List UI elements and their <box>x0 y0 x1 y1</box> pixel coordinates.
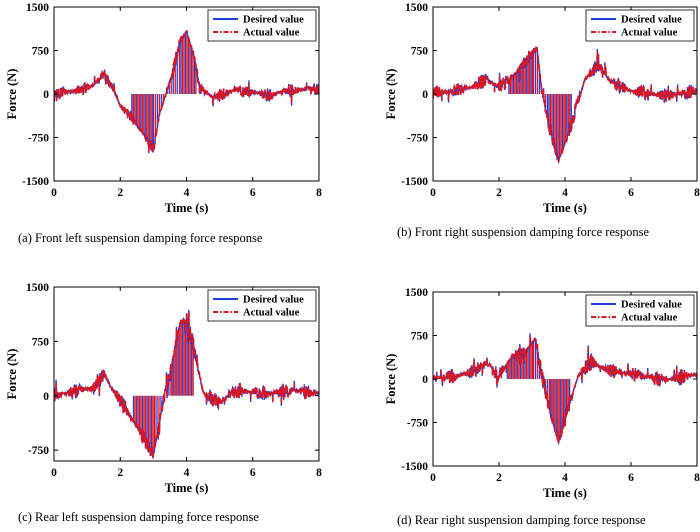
panel-caption: (a) Front left suspension damping force … <box>18 231 263 245</box>
y-tick-label: -750 <box>407 418 428 430</box>
dense-bars-group <box>508 49 572 159</box>
y-tick-label: 0 <box>43 89 49 101</box>
y-tick-label: -1500 <box>401 176 428 188</box>
y-tick-label: 1500 <box>405 2 428 14</box>
series-group <box>433 333 697 446</box>
series-group <box>54 29 319 154</box>
y-axis-label: Force (N) <box>384 354 398 405</box>
y-axis-label: Force (N) <box>5 349 19 400</box>
x-tick-label: 0 <box>430 472 436 484</box>
y-tick-label: -750 <box>28 445 49 457</box>
y-tick-label: -750 <box>28 133 49 145</box>
chart-panel-d: 0 2 4 6 8 1500 750 0 -750 -1500 Time (s) Force (N) D… <box>384 287 700 527</box>
chart-panel-b: 0 2 4 6 8 1500 750 0 -750 -1500 Time (s) Force (N) D… <box>384 2 700 239</box>
x-axis-label: Time (s) <box>543 201 587 215</box>
x-tick-label: 4 <box>562 472 568 484</box>
x-tick-label: 8 <box>694 472 700 484</box>
legend-label-desired: Desired value <box>621 300 682 311</box>
legend-box <box>207 9 317 42</box>
panel-caption: (b) Front right suspension damping force… <box>397 225 649 239</box>
y-tick-label: -1500 <box>22 176 49 188</box>
x-tick-label: 8 <box>694 187 700 199</box>
x-tick-label: 0 <box>51 467 57 479</box>
x-tick-label: 2 <box>496 187 502 199</box>
chart-panel-a: 0 2 4 6 8 1500 750 0 -750 -1500 Time (s) Force (N) D… <box>5 2 322 245</box>
x-axis-label: Time (s) <box>165 481 209 495</box>
y-tick-label: 1500 <box>26 2 49 14</box>
x-tick-label: 6 <box>250 467 256 479</box>
x-axis-label: Time (s) <box>165 201 209 215</box>
y-tick-label: -750 <box>407 133 428 145</box>
legend-label-actual: Actual value <box>243 308 300 319</box>
legend-label-desired: Desired value <box>243 295 304 306</box>
x-tick-label: 4 <box>184 187 190 199</box>
y-axis-label: Force (N) <box>384 69 398 120</box>
y-tick-label: 0 <box>43 391 49 403</box>
x-tick-label: 6 <box>628 472 634 484</box>
legend: Desired value Actual value <box>585 294 695 327</box>
legend-label-actual: Actual value <box>243 28 300 39</box>
y-tick-label: 750 <box>32 336 50 348</box>
series-line-actual <box>433 46 697 163</box>
panel-caption: (c) Rear left suspension damping force r… <box>18 510 259 524</box>
legend-label-actual: Actual value <box>621 28 678 39</box>
legend-box <box>585 9 695 42</box>
legend-label-actual: Actual value <box>621 313 678 324</box>
legend: Desired value Actual value <box>585 9 695 42</box>
x-tick-label: 2 <box>496 472 502 484</box>
legend-box <box>585 294 695 327</box>
y-axis-label: Force (N) <box>5 69 19 120</box>
x-tick-label: 8 <box>316 187 322 199</box>
series-line-actual <box>54 30 319 153</box>
series-line-actual <box>433 335 697 444</box>
y-tick-label: -1500 <box>401 461 428 473</box>
y-tick-label: 0 <box>422 374 428 386</box>
legend-label-desired: Desired value <box>621 15 682 26</box>
y-tick-label: 750 <box>411 46 429 58</box>
series-group <box>433 46 697 165</box>
legend: Desired value Actual value <box>207 9 317 42</box>
x-tick-label: 8 <box>316 467 322 479</box>
panel-caption: (d) Rear right suspension damping force … <box>397 513 646 527</box>
legend-label-desired: Desired value <box>243 15 304 26</box>
x-tick-label: 0 <box>51 187 57 199</box>
x-tick-label: 6 <box>250 187 256 199</box>
x-tick-label: 0 <box>430 187 436 199</box>
x-tick-label: 4 <box>562 187 568 199</box>
series-group <box>54 309 319 460</box>
x-axis-label: Time (s) <box>543 486 587 500</box>
x-tick-label: 4 <box>184 467 190 479</box>
y-tick-label: 0 <box>422 89 428 101</box>
legend-box <box>207 289 317 322</box>
x-tick-label: 6 <box>628 187 634 199</box>
y-tick-label: 1500 <box>405 287 428 299</box>
x-tick-label: 2 <box>117 187 123 199</box>
series-line-actual <box>54 312 319 460</box>
y-tick-label: 750 <box>411 331 429 343</box>
y-tick-label: 1500 <box>26 282 49 294</box>
x-tick-label: 2 <box>117 467 123 479</box>
legend: Desired value Actual value <box>207 289 317 322</box>
y-tick-label: 750 <box>32 46 50 58</box>
